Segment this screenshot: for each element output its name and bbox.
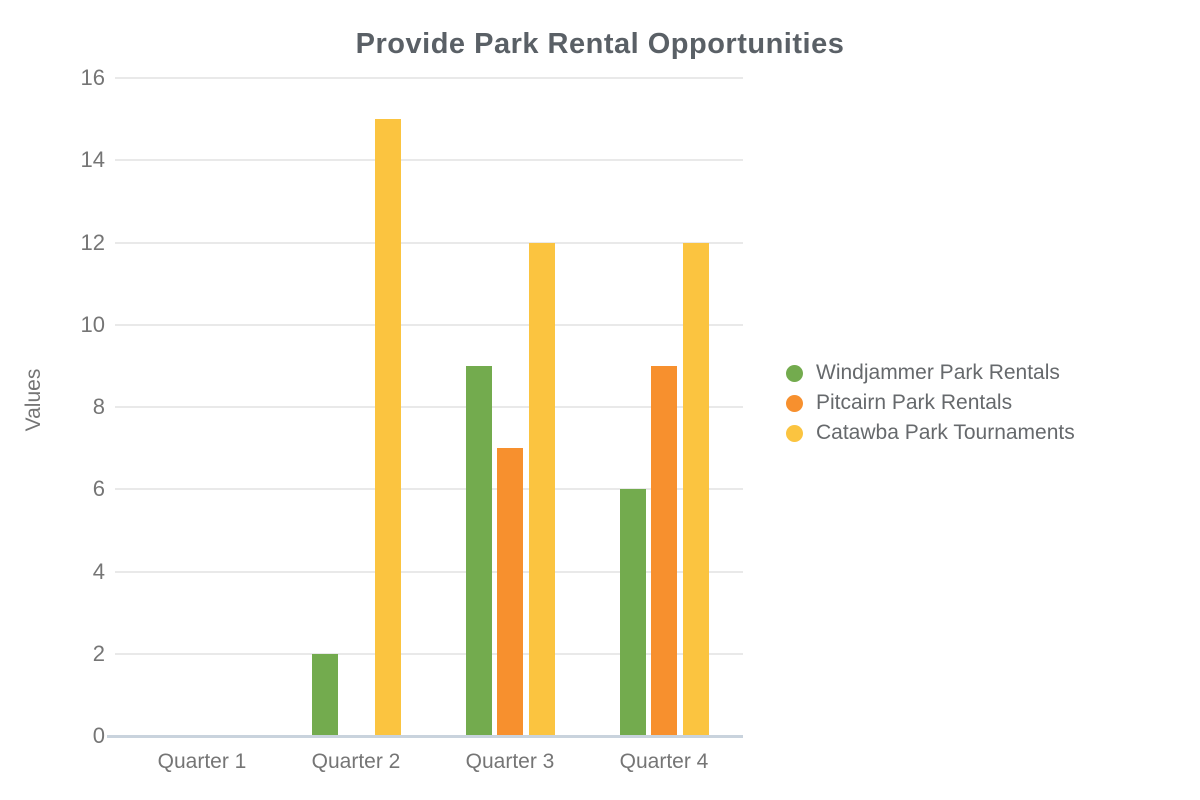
- bar-catawba-park-tournaments-q3: [528, 242, 555, 736]
- x-tick-label-quarter-2: Quarter 2: [311, 750, 401, 773]
- y-tick-label-10: 10: [80, 311, 105, 337]
- legend-item-label: Catawba Park Tournaments: [816, 421, 1075, 444]
- bar-pitcairn-park-rentals-q3: [497, 448, 523, 736]
- gridline-10: [115, 323, 743, 326]
- legend-item-catawba-park-tournaments[interactable]: Catawba Park Tournaments: [786, 418, 1075, 448]
- legend-item-windjammer-park-rentals[interactable]: Windjammer Park Rentals: [786, 358, 1075, 388]
- y-tick-label-14: 14: [80, 147, 105, 173]
- y-tick-label-8: 8: [92, 394, 105, 419]
- y-tick-label-4: 4: [92, 558, 105, 584]
- y-tick-label-16: 16: [80, 65, 105, 90]
- y-tick-label-0: 0: [92, 723, 105, 748]
- x-tick-label-quarter-4: Quarter 4: [619, 750, 709, 773]
- bar-catawba-park-tournaments-q2: [374, 119, 401, 736]
- bar-windjammer-park-rentals-q3: [465, 365, 492, 736]
- bar-windjammer-park-rentals-q4: [619, 489, 646, 736]
- chart-title: Provide Park Rental Opportunities: [355, 28, 845, 60]
- legend-circle-icon: [786, 364, 803, 382]
- legend-item-label: Pitcairn Park Rentals: [816, 391, 1013, 414]
- gridline-6: [115, 488, 743, 491]
- legend-circle-icon: [786, 394, 803, 412]
- gridline-2: [115, 652, 743, 655]
- gridline-14: [115, 159, 743, 162]
- x-tick-label-quarter-1: Quarter 1: [157, 750, 247, 773]
- x-tick-label-quarter-3: Quarter 3: [465, 750, 555, 773]
- gridline-8: [115, 406, 743, 408]
- gridline-4: [115, 570, 743, 573]
- y-tick-label-12: 12: [80, 229, 105, 255]
- bar-catawba-park-tournaments-q4: [682, 242, 709, 736]
- bar-pitcairn-park-rentals-q4: [651, 365, 677, 736]
- y-tick-label-6: 6: [92, 476, 105, 502]
- legend-item-label: Windjammer Park Rentals: [816, 361, 1060, 384]
- gridline-12: [115, 241, 743, 244]
- gridline-16: [115, 77, 743, 79]
- bar-windjammer-park-rentals-q2: [311, 653, 338, 736]
- legend: Windjammer Park Rentals Pitcairn Park Ren…: [786, 358, 1075, 448]
- x-axis-line: [107, 735, 743, 738]
- legend-circle-icon: [786, 424, 803, 442]
- legend-item-pitcairn-park-rentals[interactable]: Pitcairn Park Rentals: [786, 388, 1075, 418]
- y-tick-label-2: 2: [92, 640, 105, 666]
